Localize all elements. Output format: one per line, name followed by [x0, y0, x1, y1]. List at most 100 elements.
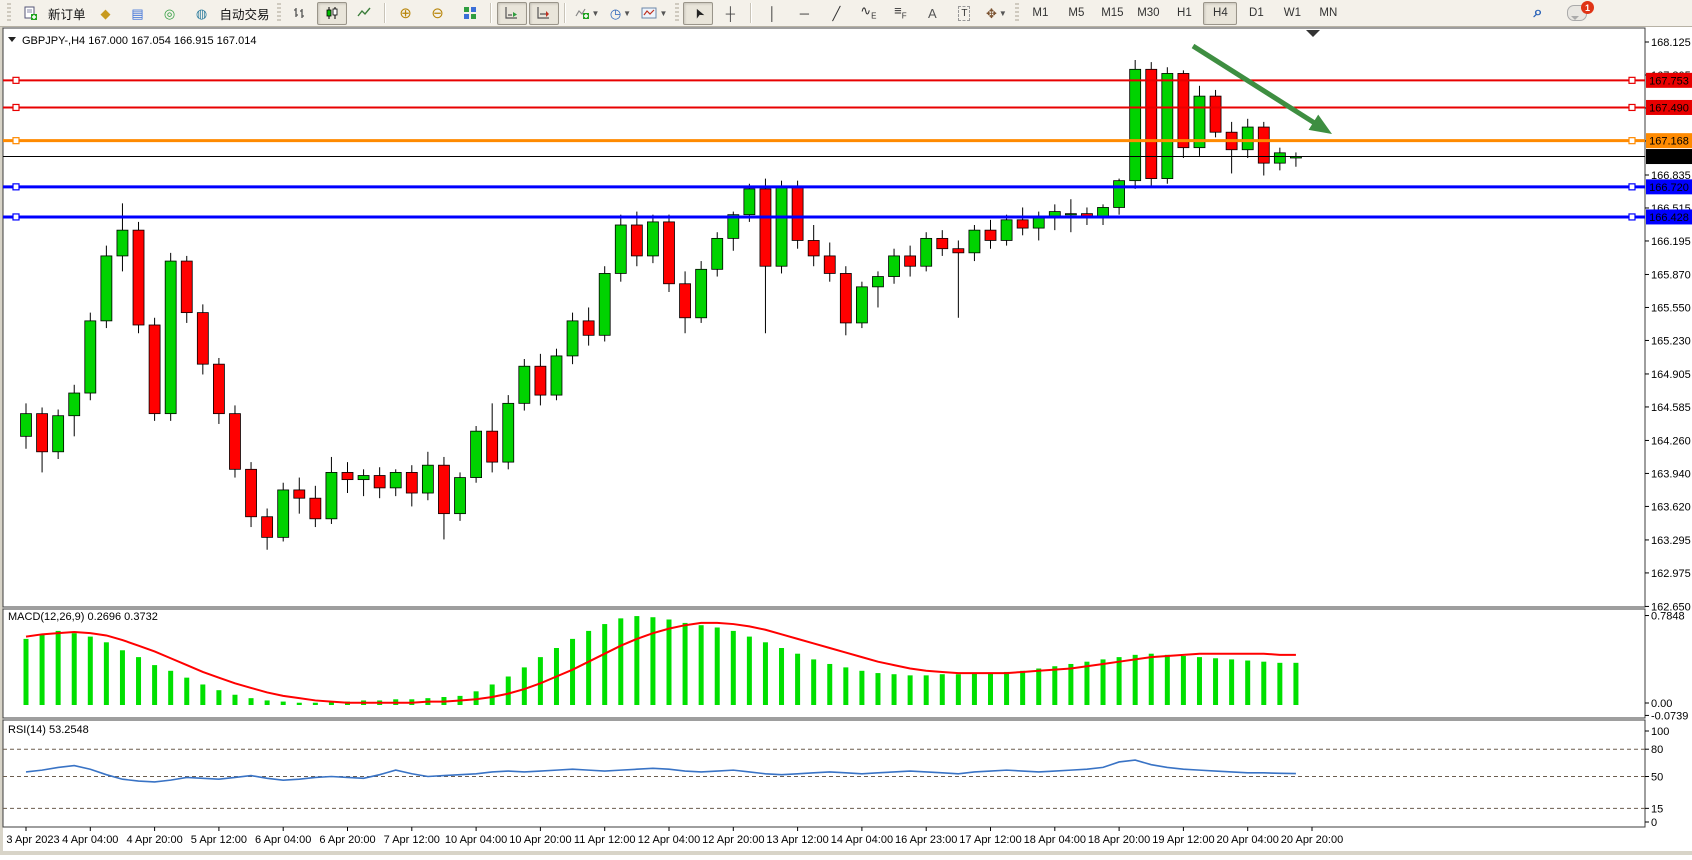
cursor-tool-button[interactable]: ➤ — [683, 1, 714, 25]
macd-histogram-bar — [907, 675, 913, 705]
signals-button[interactable]: ◎ — [155, 2, 185, 25]
hline-handle[interactable] — [1628, 183, 1636, 191]
bar-chart-button[interactable] — [285, 2, 315, 25]
macd-histogram-bar — [103, 642, 109, 705]
trendline-tool-button[interactable]: ╱ — [821, 2, 851, 25]
hline-handle[interactable] — [12, 137, 20, 145]
candle-body — [229, 413, 241, 470]
chart-shift-marker[interactable] — [1306, 30, 1320, 37]
candle — [212, 357, 225, 424]
line-chart-button[interactable] — [349, 2, 379, 25]
candle — [84, 312, 97, 401]
current-price-axis-box — [1646, 149, 1692, 165]
search-button[interactable]: ⌕ — [1523, 2, 1553, 25]
channel-icon: ∿E — [860, 2, 877, 21]
new-order-label[interactable]: 新订单 — [48, 7, 86, 22]
candle — [647, 214, 659, 264]
hline-handle[interactable] — [12, 213, 20, 221]
timeframe-h4-button[interactable]: H4 — [1203, 1, 1238, 25]
line-chart-icon — [356, 7, 371, 17]
price-tick-label: 166.835 — [1651, 170, 1691, 182]
label-tool-button[interactable]: T — [949, 2, 979, 25]
chart-window: 168.125167.805167.485167.165166.835166.5… — [0, 27, 1692, 855]
shapes-tool-button[interactable]: ✥ ▼ — [981, 2, 1011, 25]
hline-resistance-1-axis-label: 167.753 — [1649, 75, 1689, 87]
macd-histogram-bar — [87, 636, 93, 705]
hline-handle[interactable] — [12, 183, 20, 191]
channel-tool-button[interactable]: ∿E — [853, 2, 883, 25]
tile-windows-button[interactable] — [455, 2, 485, 25]
macd-histogram-bar — [779, 648, 785, 705]
history-center-button[interactable]: ▤ — [123, 2, 153, 25]
macd-histogram-bar — [280, 701, 286, 705]
auto-trading-label[interactable]: 自动交易 — [219, 7, 270, 22]
hline-handle[interactable] — [12, 103, 20, 112]
market-watch-button[interactable]: ◆ — [91, 2, 121, 25]
price-tick-label: 168.125 — [1651, 37, 1691, 49]
candle — [1241, 118, 1254, 158]
candle-body — [84, 320, 97, 394]
macd-histogram-bar — [1084, 661, 1090, 705]
candle — [357, 469, 370, 497]
timeframe-m5-button[interactable]: M5 — [1068, 7, 1085, 19]
candlestick-chart-button[interactable] — [316, 1, 347, 25]
hline-handle[interactable] — [1628, 76, 1636, 84]
signal-icon: ◎ — [163, 5, 176, 21]
candle — [679, 271, 691, 334]
auto-scroll-button[interactable] — [496, 1, 527, 25]
fibonacci-tool-button[interactable]: ≡F — [885, 2, 915, 25]
candle — [293, 477, 306, 514]
candle-body — [630, 224, 643, 257]
hline-handle[interactable] — [1628, 103, 1636, 112]
notifications-button[interactable]: 1 — [1562, 1, 1594, 25]
history-icon: ▤ — [131, 5, 144, 21]
timeframe-w1-button[interactable]: W1 — [1283, 7, 1301, 19]
trend-arrow[interactable] — [1191, 43, 1317, 126]
macd-histogram-bar — [216, 690, 222, 705]
macd-histogram-bar — [521, 667, 527, 705]
symbol-dropdown-icon[interactable] — [8, 37, 16, 42]
hline-handle[interactable] — [12, 76, 20, 84]
candle — [807, 224, 820, 267]
candle — [180, 255, 193, 323]
candle — [148, 317, 161, 421]
candle-body — [1032, 217, 1045, 229]
macd-histogram-bar — [730, 630, 736, 705]
candle — [502, 395, 515, 470]
templates-button[interactable]: ▼ — [637, 2, 671, 25]
periods-button[interactable]: ◷ ▼ — [605, 2, 635, 25]
timeframe-m30-button[interactable]: M30 — [1137, 7, 1160, 19]
new-order-button[interactable] — [15, 2, 45, 25]
macd-histogram-bar — [489, 684, 495, 705]
text-tool-button[interactable]: A — [917, 2, 947, 25]
timeframe-m1-button[interactable]: M1 — [1032, 7, 1049, 19]
rsi-axis-label: 100 — [1651, 726, 1669, 738]
zoom-in-button[interactable]: ⊕ — [391, 2, 421, 25]
vline-tool-button[interactable]: │ — [757, 2, 787, 25]
dropdown-caret-icon: ▼ — [659, 8, 668, 18]
toolbar-grip — [7, 3, 11, 23]
macd-histogram-bar — [714, 627, 720, 705]
timeframe-h1-button[interactable]: H1 — [1177, 7, 1192, 19]
candle — [229, 405, 241, 478]
hline-handle[interactable] — [1628, 137, 1636, 145]
chart-shift-button[interactable] — [528, 1, 559, 25]
timeframe-d1-button[interactable]: D1 — [1249, 7, 1264, 19]
candle-body — [1193, 95, 1206, 149]
time-label: 16 Apr 23:00 — [895, 834, 957, 846]
autotrading-button[interactable]: ◍ — [187, 2, 217, 25]
timeframe-mn-button[interactable]: MN — [1319, 7, 1338, 19]
hline-handle[interactable] — [1628, 213, 1636, 221]
price-tick-label: 162.975 — [1651, 568, 1691, 580]
indicators-button[interactable]: ▼ — [571, 2, 604, 25]
timeframe-m15-button[interactable]: M15 — [1101, 7, 1124, 19]
hline-tool-button[interactable]: ─ — [789, 2, 819, 25]
rsi-axis-label: 50 — [1651, 772, 1663, 784]
text-label-icon: T — [958, 5, 971, 21]
toolbar-grip — [675, 3, 680, 23]
candle-body — [20, 413, 32, 437]
candle-body — [807, 240, 820, 257]
crosshair-tool-button[interactable]: ┼ — [715, 2, 745, 25]
zoom-out-button[interactable]: ⊖ — [423, 2, 453, 25]
price-chart[interactable]: 168.125167.805167.485167.165166.835166.5… — [0, 27, 1692, 855]
